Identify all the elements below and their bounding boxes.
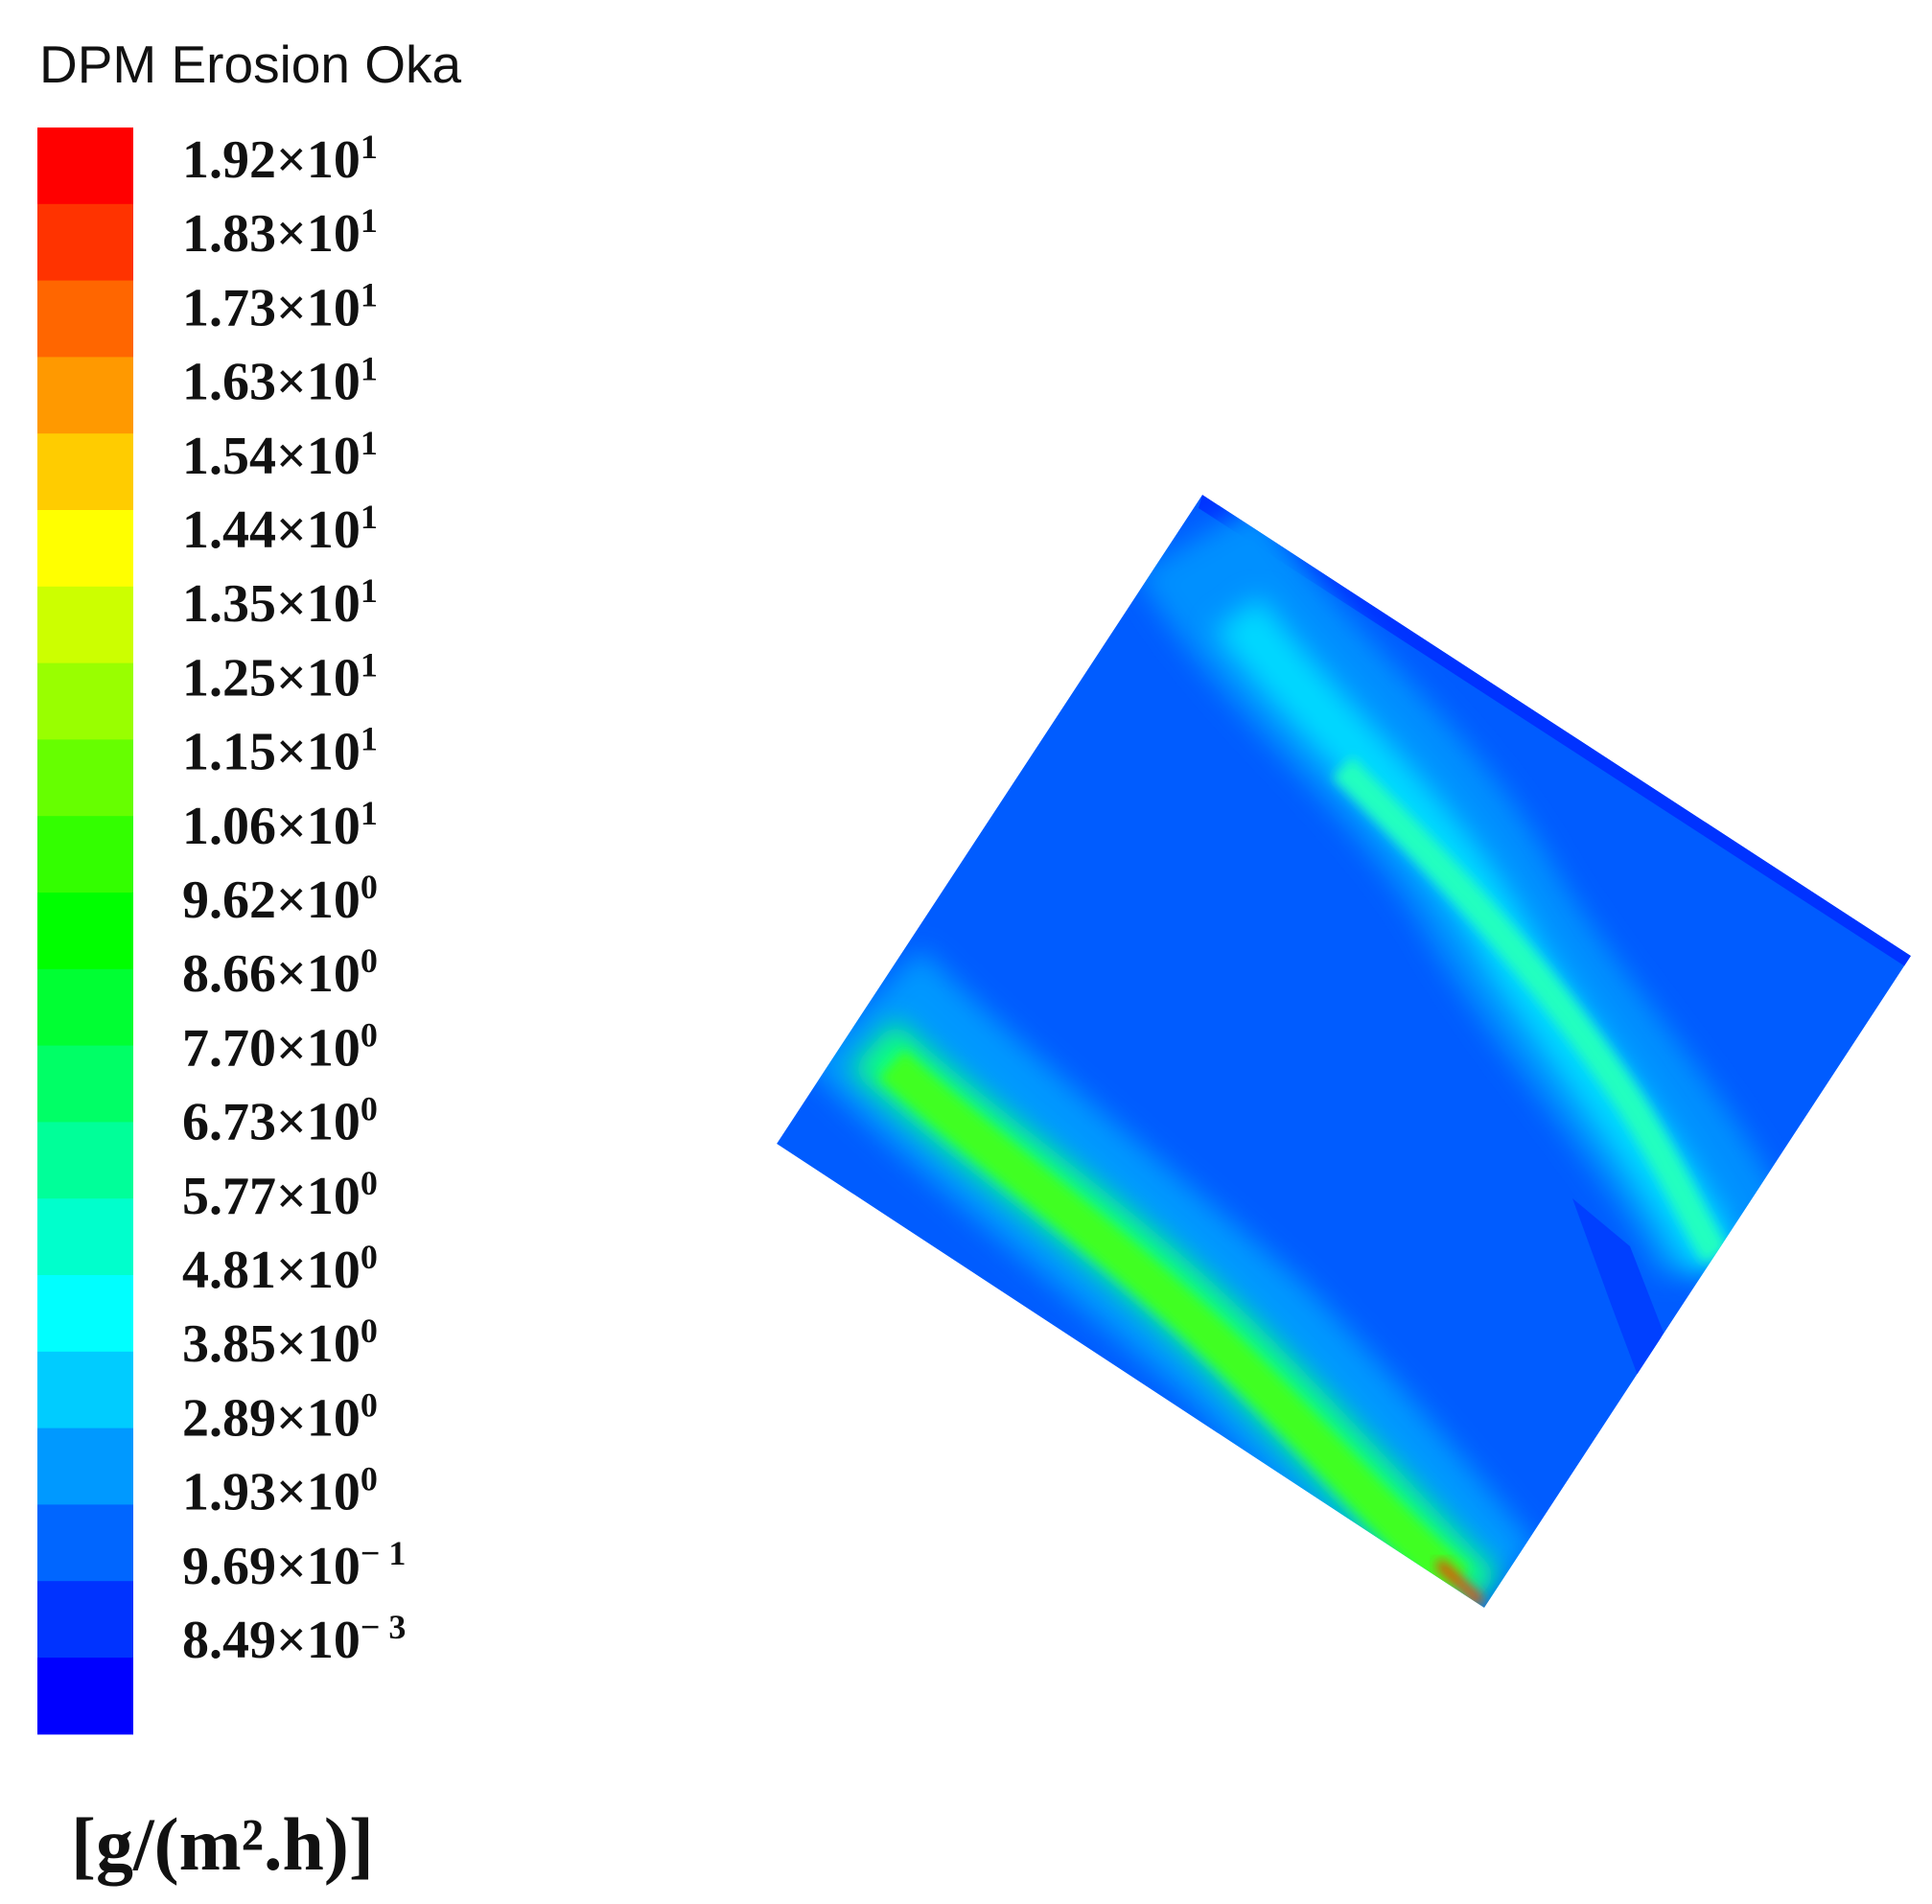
label-mantissa: 1.25×10: [182, 648, 361, 708]
label-exponent: 1: [361, 720, 378, 758]
label-exponent: 0: [361, 868, 378, 906]
label-exponent: − 1: [361, 1534, 407, 1572]
label-mantissa: 1.15×10: [182, 723, 361, 782]
label-exponent: − 3: [361, 1608, 407, 1646]
legend-label: 1.44×101: [182, 498, 378, 560]
label-mantissa: 8.66×10: [182, 944, 361, 1004]
color-band: [37, 739, 133, 817]
label-mantissa: 2.89×10: [182, 1388, 361, 1448]
label-mantissa: 4.81×10: [182, 1241, 361, 1300]
color-band: [37, 280, 133, 358]
label-exponent: 1: [361, 498, 378, 536]
legend-label: 2.89×100: [182, 1385, 378, 1448]
label-mantissa: 1.83×10: [182, 204, 361, 264]
label-exponent: 0: [361, 1090, 378, 1128]
legend-label: 1.15×101: [182, 720, 378, 782]
color-band: [37, 1122, 133, 1199]
label-mantissa: 8.49×10: [182, 1611, 361, 1670]
label-mantissa: 5.77×10: [182, 1167, 361, 1226]
color-band: [37, 128, 133, 205]
label-exponent: 0: [361, 1015, 378, 1054]
color-band: [37, 968, 133, 1047]
legend-label: 7.70×100: [182, 1015, 378, 1078]
units: [g/(m².h)]: [71, 1802, 374, 1886]
label-exponent: 0: [361, 941, 378, 980]
label-exponent: 1: [361, 571, 378, 610]
legend-label: 1.63×101: [182, 350, 378, 412]
label-mantissa: 6.73×10: [182, 1093, 361, 1152]
label-exponent: 1: [361, 424, 378, 462]
color-band: [37, 1581, 133, 1659]
legend-label: 3.85×100: [182, 1312, 378, 1374]
legend-label: 5.77×100: [182, 1164, 378, 1226]
color-band: [37, 433, 133, 511]
label-mantissa: 1.63×10: [182, 353, 361, 412]
color-band: [37, 1198, 133, 1276]
color-band: [37, 662, 133, 740]
label-exponent: 1: [361, 128, 378, 166]
label-exponent: 0: [361, 1385, 378, 1424]
color-band: [37, 586, 133, 664]
label-mantissa: 1.54×10: [182, 427, 361, 486]
color-band: [37, 1658, 133, 1735]
legend-labels: 1.92×1011.83×1011.73×1011.63×1011.54×101…: [182, 128, 406, 1670]
label-mantissa: 1.93×10: [182, 1463, 361, 1522]
legend-label: 1.54×101: [182, 424, 378, 486]
color-band: [37, 893, 133, 970]
color-band: [37, 1045, 133, 1123]
legend-label: 1.35×101: [182, 571, 378, 634]
legend-label: 1.93×100: [182, 1460, 378, 1522]
label-exponent: 0: [361, 1164, 378, 1202]
legend-label: 1.06×101: [182, 794, 378, 856]
color-band: [37, 816, 133, 894]
label-exponent: 1: [361, 350, 378, 388]
label-exponent: 1: [361, 201, 378, 240]
legend-label: 1.83×101: [182, 201, 378, 264]
color-band: [37, 357, 133, 434]
legend-label: 6.73×100: [182, 1090, 378, 1152]
label-mantissa: 9.62×10: [182, 871, 361, 930]
label-exponent: 1: [361, 794, 378, 832]
label-mantissa: 1.44×10: [182, 500, 361, 560]
legend-label: 8.49×10− 3: [182, 1608, 406, 1670]
color-band: [37, 1351, 133, 1429]
label-exponent: 1: [361, 645, 378, 684]
label-mantissa: 1.73×10: [182, 278, 361, 337]
label-mantissa: 1.92×10: [182, 130, 361, 190]
label-exponent: 1: [361, 275, 378, 313]
color-band: [37, 1428, 133, 1505]
label-mantissa: 3.85×10: [182, 1314, 361, 1374]
legend-label: 9.69×10− 1: [182, 1534, 406, 1596]
contour-plate: [777, 495, 1911, 1608]
label-exponent: 0: [361, 1312, 378, 1350]
label-exponent: 0: [361, 1238, 378, 1276]
legend-title: DPM Erosion Oka: [39, 35, 462, 94]
legend-label: 8.66×100: [182, 941, 378, 1004]
legend-label: 1.25×101: [182, 645, 378, 708]
color-band: [37, 510, 133, 588]
label-exponent: 0: [361, 1460, 378, 1498]
label-mantissa: 1.35×10: [182, 574, 361, 634]
legend-label: 4.81×100: [182, 1238, 378, 1300]
label-mantissa: 7.70×10: [182, 1018, 361, 1078]
legend-label: 1.92×101: [182, 128, 378, 190]
legend-label: 9.62×100: [182, 868, 378, 930]
color-band: [37, 203, 133, 282]
label-mantissa: 1.06×10: [182, 797, 361, 856]
color-bar: [37, 128, 133, 1735]
color-band: [37, 1275, 133, 1353]
label-mantissa: 9.69×10: [182, 1537, 361, 1596]
legend-label: 1.73×101: [182, 275, 378, 337]
color-band: [37, 1504, 133, 1582]
